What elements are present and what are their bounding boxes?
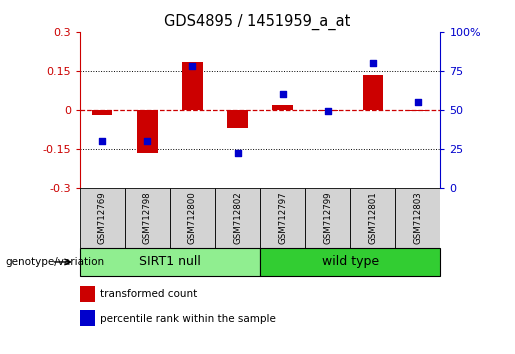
Bar [182, 62, 202, 110]
Bar [272, 104, 293, 110]
Point [369, 60, 377, 66]
Bar [350, 188, 396, 248]
Bar [138, 110, 158, 153]
Text: genotype/variation: genotype/variation [5, 257, 104, 267]
Bar [80, 248, 260, 276]
Bar [260, 188, 305, 248]
Text: GSM712803: GSM712803 [414, 191, 422, 244]
Point [98, 138, 107, 144]
Text: GDS4895 / 1451959_a_at: GDS4895 / 1451959_a_at [164, 14, 351, 30]
Text: GSM712802: GSM712802 [233, 191, 242, 244]
Text: GSM712800: GSM712800 [188, 191, 197, 244]
Bar [318, 110, 338, 111]
Bar [125, 188, 170, 248]
Bar [305, 188, 350, 248]
Bar [363, 75, 383, 110]
Bar [408, 110, 428, 111]
Text: transformed count: transformed count [100, 289, 198, 299]
Bar [80, 188, 125, 248]
Point [279, 91, 287, 97]
Bar [396, 188, 440, 248]
Bar [92, 110, 112, 115]
Point [188, 63, 197, 69]
Text: wild type: wild type [322, 256, 379, 268]
Text: percentile rank within the sample: percentile rank within the sample [100, 314, 277, 324]
Bar [215, 188, 260, 248]
Point [143, 138, 151, 144]
Bar [228, 110, 248, 128]
Text: SIRT1 null: SIRT1 null [139, 256, 201, 268]
Text: GSM712769: GSM712769 [98, 192, 107, 244]
Bar [170, 188, 215, 248]
Text: GSM712797: GSM712797 [278, 192, 287, 244]
Text: GSM712798: GSM712798 [143, 192, 152, 244]
Text: GSM712801: GSM712801 [368, 191, 377, 244]
Point [323, 108, 332, 114]
Point [414, 99, 422, 105]
Point [233, 150, 242, 156]
Bar [260, 248, 440, 276]
Text: GSM712799: GSM712799 [323, 192, 332, 244]
